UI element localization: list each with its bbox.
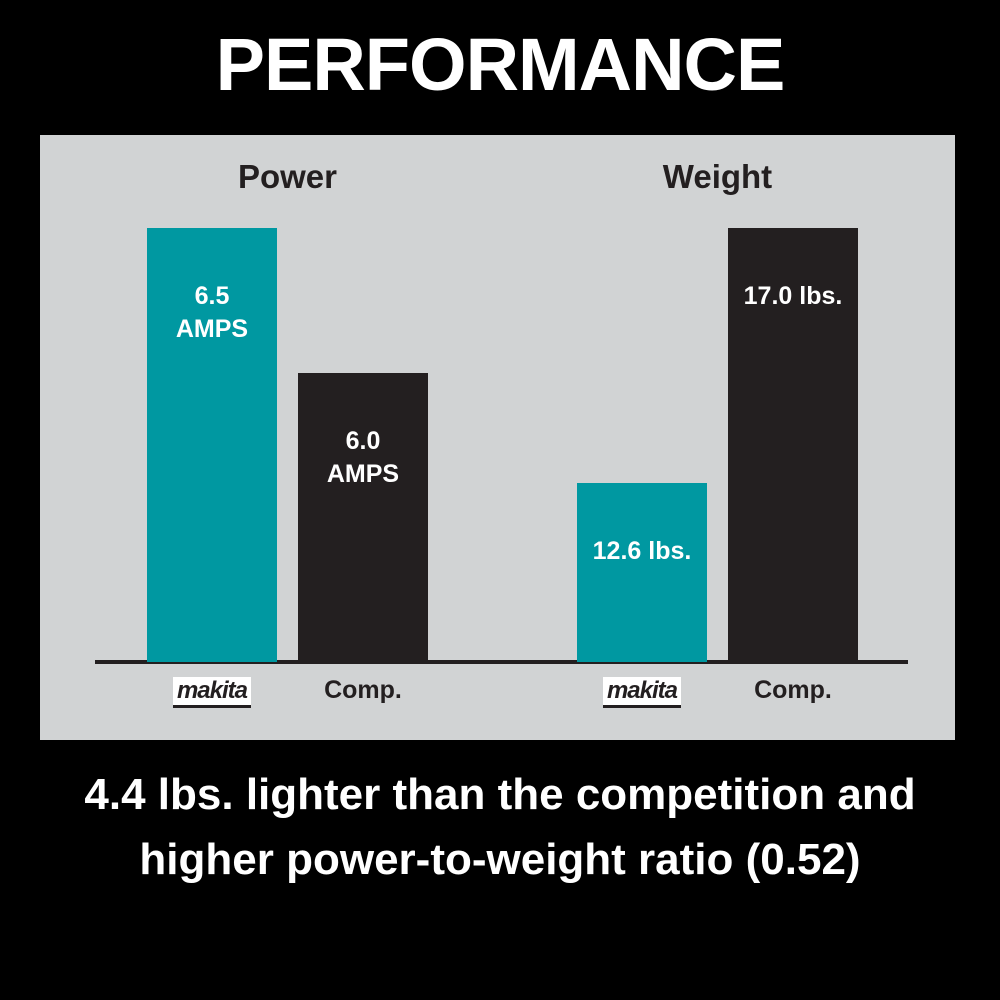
bar (298, 372, 428, 662)
value-label: 12.6 lbs. (592, 536, 692, 565)
brand-logo: makita (602, 677, 682, 708)
bar (577, 482, 707, 662)
value-label: 17.0 lbs. (743, 282, 843, 310)
brand-logo: makita (172, 677, 252, 708)
value-label: 6.0 AMPS (326, 426, 400, 488)
category-text: Comp. (324, 676, 402, 704)
category-label: makita (137, 676, 287, 708)
category-label: makita (567, 676, 717, 708)
category-label: Comp. (718, 676, 868, 705)
baseline (95, 660, 908, 664)
category-label: Comp. (288, 676, 438, 705)
bar (147, 228, 277, 662)
caption: 4.4 lbs. lighter than the competition an… (84, 770, 916, 884)
page-title: PERFORMANCE (215, 23, 786, 106)
bar (728, 228, 858, 662)
category-text: Comp. (754, 676, 832, 704)
chart-title: Weight (662, 158, 773, 195)
value-label: 6.5 AMPS (175, 282, 249, 343)
chart-title: Power (237, 158, 338, 195)
